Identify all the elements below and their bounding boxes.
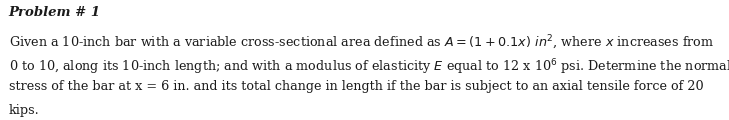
Text: Given a 10-inch bar with a variable cross-sectional area defined as $A = (1 + 0.: Given a 10-inch bar with a variable cros…	[9, 34, 714, 52]
Text: stress of the bar at x = 6 in. and its total change in length if the bar is subj: stress of the bar at x = 6 in. and its t…	[9, 80, 703, 93]
Text: 0 to 10, along its 10-inch length; and with a modulus of elasticity $E$ equal to: 0 to 10, along its 10-inch length; and w…	[9, 57, 729, 77]
Text: kips.: kips.	[9, 104, 39, 117]
Text: Problem # 1: Problem # 1	[9, 6, 101, 19]
